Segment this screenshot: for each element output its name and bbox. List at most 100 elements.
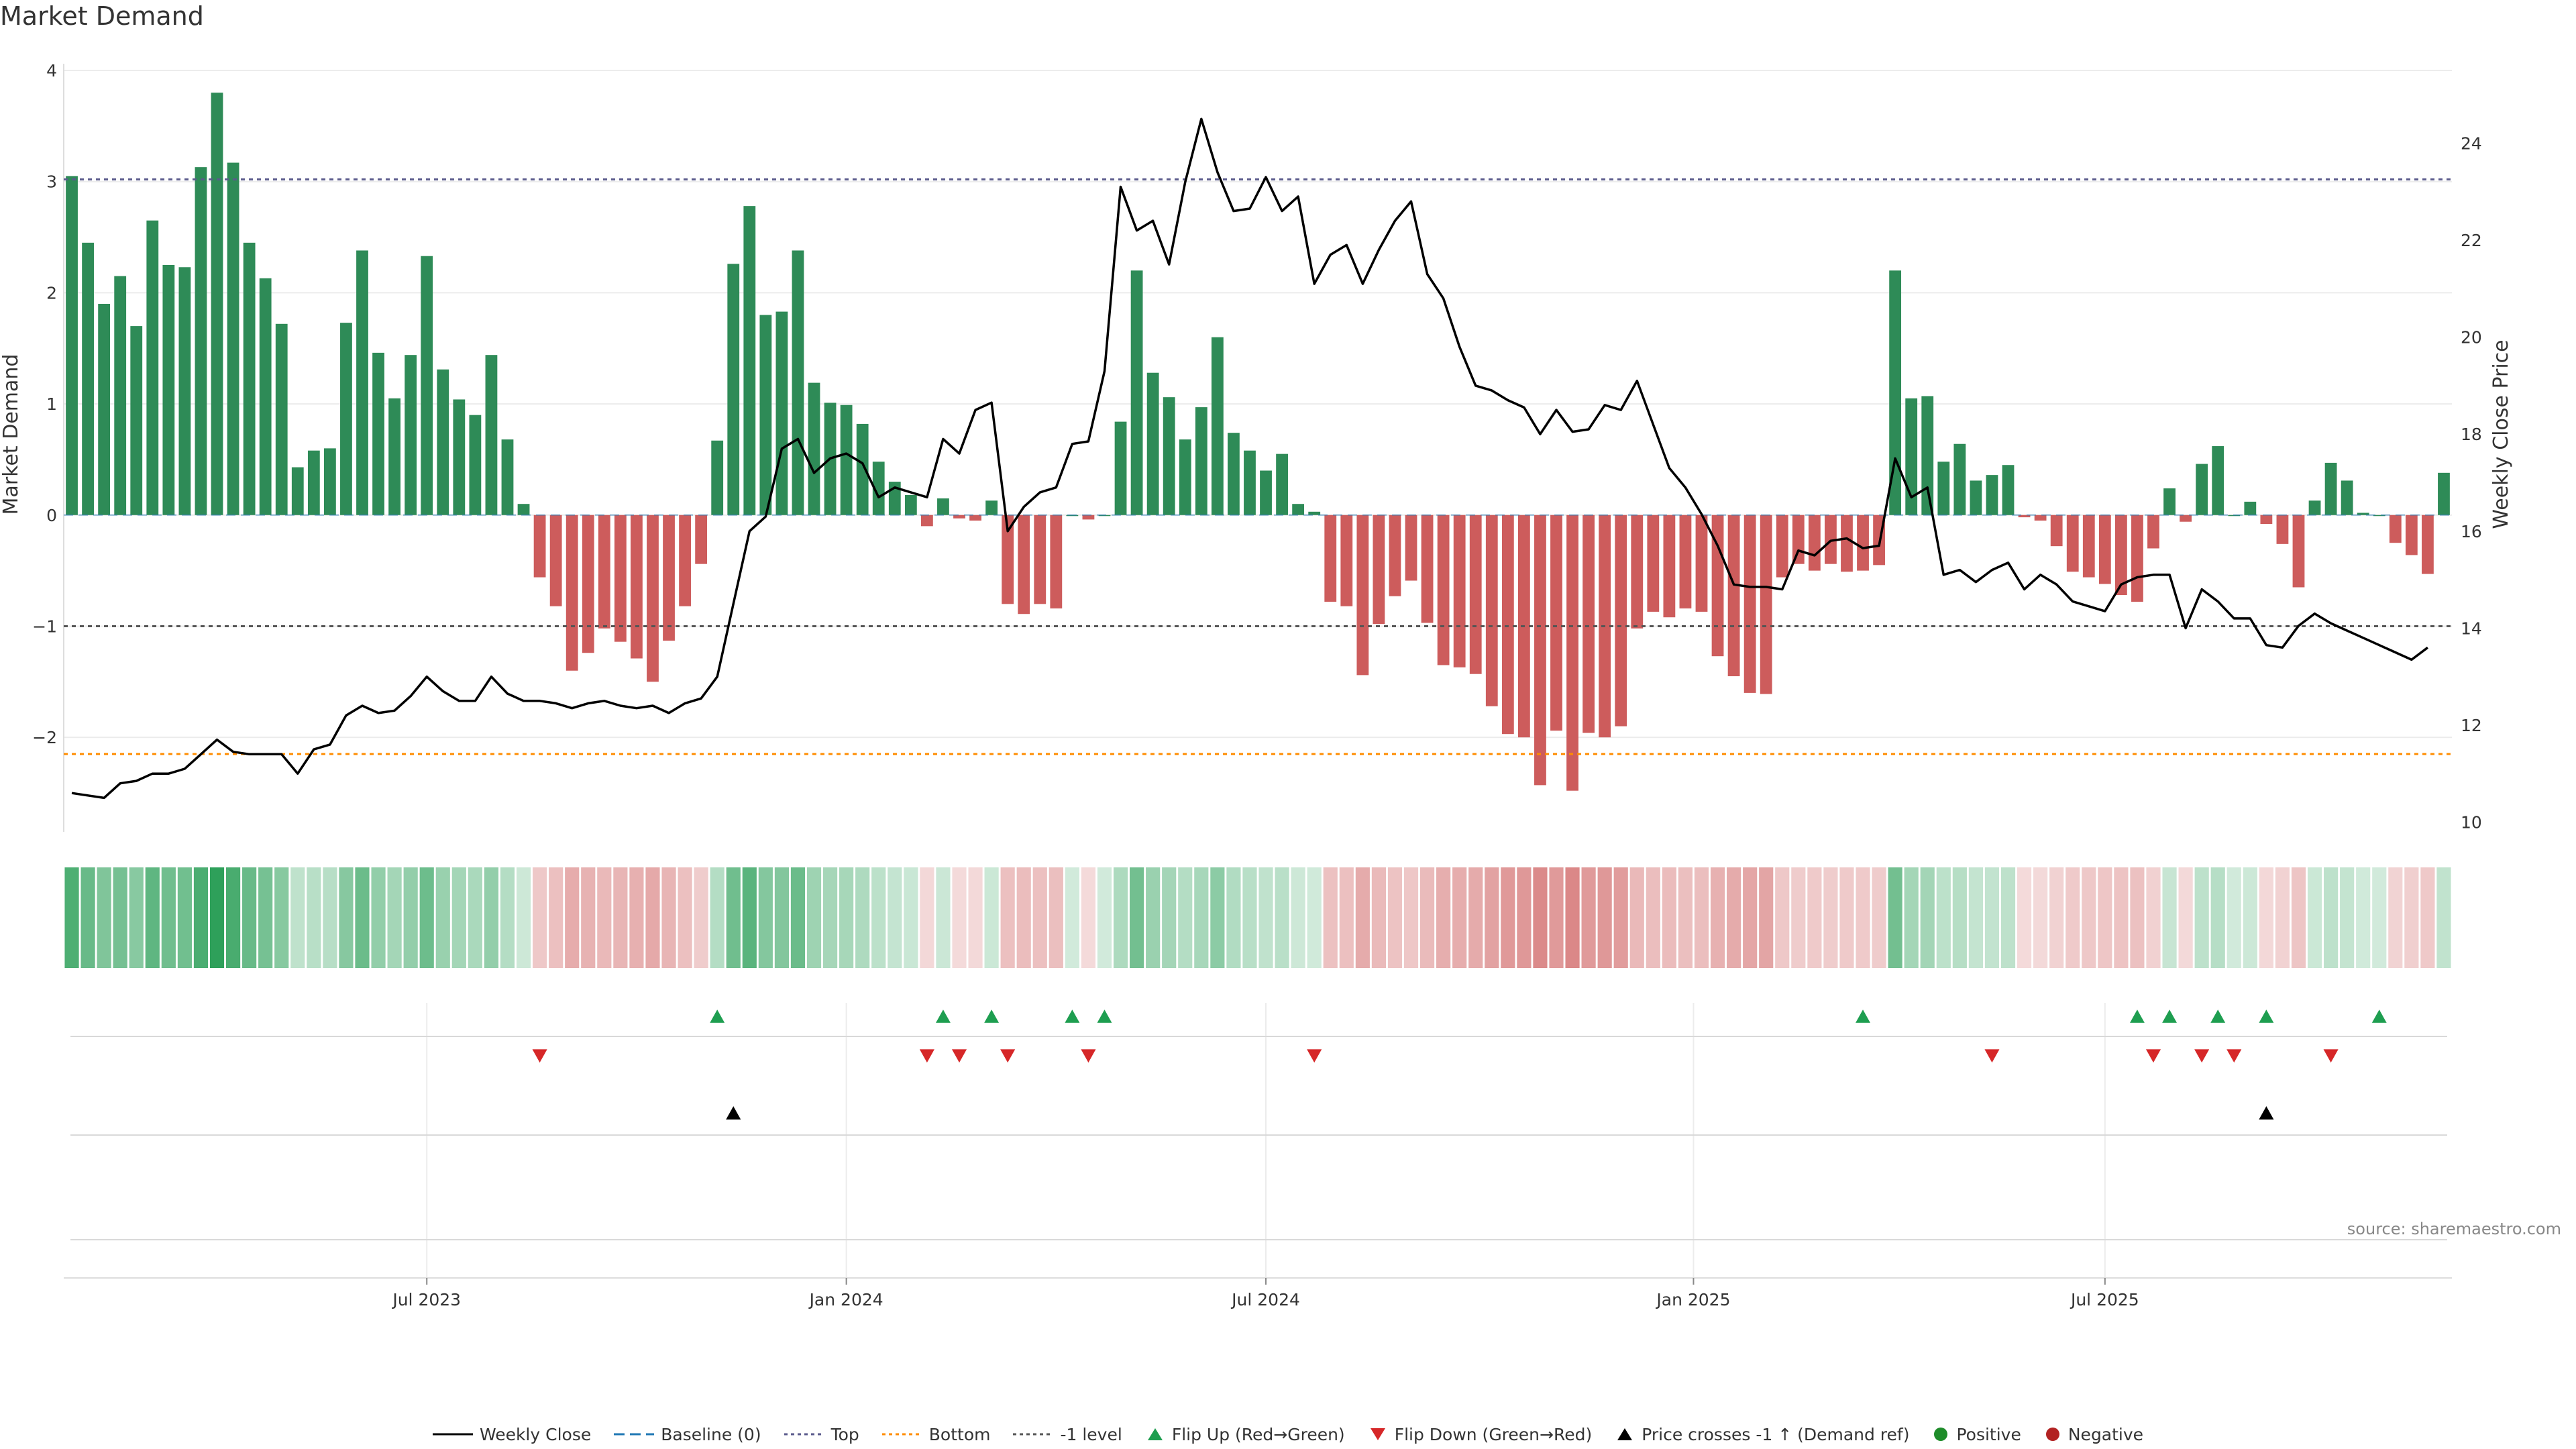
heat-cell bbox=[1581, 867, 1596, 968]
heat-cell bbox=[1355, 867, 1370, 968]
heat-cell bbox=[1016, 867, 1031, 968]
legend-swatch-cross-icon bbox=[1615, 1427, 1635, 1442]
heat-cell bbox=[500, 867, 515, 968]
demand-bar bbox=[1050, 515, 1063, 608]
legend-label: Positive bbox=[1956, 1424, 2021, 1444]
chart-title: Market Demand bbox=[0, 1, 204, 31]
demand-bar bbox=[1276, 453, 1288, 515]
demand-bar bbox=[2163, 488, 2176, 515]
heat-cell bbox=[888, 867, 902, 968]
heat-cell bbox=[1113, 867, 1128, 968]
heat-cell bbox=[1533, 867, 1548, 968]
heat-cell bbox=[920, 867, 934, 968]
demand-bar bbox=[1389, 515, 1401, 596]
heat-cell bbox=[2082, 867, 2096, 968]
heat-cell bbox=[1823, 867, 1838, 968]
flip-down-marker bbox=[1081, 1049, 1096, 1063]
demand-bar bbox=[1647, 515, 1660, 612]
demand-bar bbox=[1146, 372, 1159, 515]
demand-bar bbox=[2422, 515, 2434, 574]
flip-up-marker bbox=[2371, 1010, 2387, 1023]
heat-cell bbox=[451, 867, 466, 968]
demand-bar bbox=[1130, 270, 1143, 515]
demand-bar bbox=[969, 515, 981, 521]
heat-cell bbox=[968, 867, 983, 968]
x-tick-label: Jul 2025 bbox=[2070, 1290, 2139, 1309]
flip-down-marker bbox=[2146, 1049, 2161, 1063]
heat-cell bbox=[2033, 867, 2048, 968]
demand-bar bbox=[340, 323, 352, 515]
demand-bar bbox=[405, 355, 417, 515]
heat-cell bbox=[1549, 867, 1564, 968]
heat-cell bbox=[1839, 867, 1854, 968]
x-tick-label: Jan 2024 bbox=[808, 1290, 883, 1309]
heat-cell bbox=[1888, 867, 1902, 968]
heat-cell bbox=[678, 867, 692, 968]
y-tick-label: 3 bbox=[46, 172, 57, 192]
heat-cell bbox=[822, 867, 838, 968]
heat-cell bbox=[274, 867, 289, 968]
heat-cell bbox=[2049, 867, 2064, 968]
heat-cell bbox=[97, 867, 111, 968]
demand-bar bbox=[598, 515, 610, 629]
heat-cell bbox=[1759, 867, 1774, 968]
heat-cell bbox=[2017, 867, 2032, 968]
demand-bar bbox=[2276, 515, 2289, 544]
demand-bar bbox=[904, 494, 917, 515]
legend-swatch-positive-icon bbox=[1932, 1426, 1949, 1443]
heat-cell bbox=[742, 867, 757, 968]
demand-bar bbox=[1727, 515, 1740, 677]
demand-bar bbox=[775, 311, 788, 515]
demand-bar bbox=[1501, 515, 1514, 735]
y2-axis-label: Weekly Close Price bbox=[2489, 339, 2513, 529]
demand-bar bbox=[2244, 501, 2257, 515]
demand-bar bbox=[631, 515, 643, 659]
heat-cell bbox=[1872, 867, 1886, 968]
flip-down-marker bbox=[532, 1049, 547, 1063]
heat-cell bbox=[1678, 867, 1693, 968]
heat-cell bbox=[1662, 867, 1676, 968]
heat-cell bbox=[1952, 867, 1967, 968]
heat-cell bbox=[468, 867, 482, 968]
flip-up-marker bbox=[2162, 1010, 2178, 1023]
heat-cell bbox=[2404, 867, 2419, 968]
heat-cell bbox=[694, 867, 708, 968]
weekly-close-line bbox=[71, 117, 2428, 800]
demand-bar bbox=[485, 355, 498, 515]
legend-swatch-negative-icon bbox=[2044, 1426, 2061, 1443]
demand-bar bbox=[275, 323, 288, 515]
demand-bar bbox=[1841, 515, 1853, 572]
legend-label: Baseline (0) bbox=[661, 1424, 761, 1444]
demand-bar bbox=[162, 264, 175, 515]
price-cross-marker bbox=[2259, 1106, 2274, 1120]
heat-cell bbox=[1501, 867, 1515, 968]
demand-bar bbox=[291, 467, 304, 515]
heat-cell bbox=[1000, 867, 1015, 968]
demand-bar bbox=[614, 515, 627, 642]
y2-tick-label: 22 bbox=[2461, 231, 2482, 250]
heat-cell bbox=[387, 867, 402, 968]
legend-label: Bottom bbox=[928, 1424, 991, 1444]
demand-bar bbox=[1905, 398, 1918, 515]
demand-bar bbox=[421, 256, 433, 515]
heat-cell bbox=[645, 867, 660, 968]
heat-cell bbox=[629, 867, 644, 968]
demand-bar bbox=[1082, 515, 1095, 520]
legend-swatch-flip-up-icon bbox=[1145, 1427, 1165, 1442]
heat-cell bbox=[661, 867, 676, 968]
heat-cell bbox=[2291, 867, 2306, 968]
heat-cell bbox=[129, 867, 144, 968]
legend-swatch-flip-down-icon bbox=[1368, 1427, 1388, 1442]
heat-cell bbox=[774, 867, 789, 968]
legend-label: Price crosses -1 ↑ (Demand ref) bbox=[1642, 1424, 1910, 1444]
flip-up-marker bbox=[1065, 1010, 1080, 1023]
heat-cell bbox=[371, 867, 386, 968]
flip-down-marker bbox=[2226, 1049, 2242, 1063]
legend-item-minus1: -1 level bbox=[1013, 1425, 1122, 1444]
demand-bar bbox=[1002, 515, 1014, 604]
demand-bar bbox=[2114, 515, 2127, 596]
y2-tick-label: 18 bbox=[2461, 425, 2482, 444]
demand-bar bbox=[937, 498, 949, 515]
legend-label: -1 level bbox=[1060, 1424, 1122, 1444]
heat-cell bbox=[613, 867, 628, 968]
